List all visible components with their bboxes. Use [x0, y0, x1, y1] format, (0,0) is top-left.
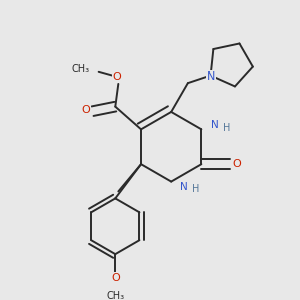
Text: CH₃: CH₃ [71, 64, 90, 74]
Text: CH₃: CH₃ [106, 291, 124, 300]
Text: O: O [82, 105, 90, 115]
Text: N: N [207, 72, 216, 82]
Text: N: N [211, 120, 219, 130]
Text: N: N [180, 182, 188, 192]
Text: N: N [206, 70, 215, 81]
Text: O: O [232, 159, 241, 169]
Text: H: H [192, 184, 199, 194]
Text: O: O [111, 273, 120, 283]
Text: H: H [223, 123, 230, 133]
Text: O: O [112, 72, 121, 82]
